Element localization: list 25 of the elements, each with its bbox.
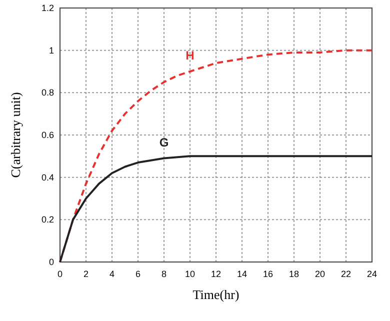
series-label: G xyxy=(159,135,169,150)
y-tick-label: 1 xyxy=(48,45,54,56)
line-series xyxy=(59,155,373,263)
x-tick-label: 20 xyxy=(314,269,326,279)
x-tick-label: 16 xyxy=(262,269,274,279)
y-tick-label: 0 xyxy=(48,257,54,267)
x-tick-label: 24 xyxy=(366,269,378,279)
x-tick-label: 8 xyxy=(161,269,167,279)
x-tick-label: 0 xyxy=(57,269,63,279)
y-tick-label: 0.4 xyxy=(41,172,54,182)
series-label: H xyxy=(186,48,194,62)
x-tick-label: 12 xyxy=(210,269,222,279)
x-axis-title: Time(hr) xyxy=(192,287,240,302)
x-tick-label: 2 xyxy=(83,269,89,279)
y-tick-label: 1.2 xyxy=(41,3,54,13)
x-tick-label: 14 xyxy=(236,269,248,279)
y-axis-title: C(arbitrary unit) xyxy=(8,92,23,178)
y-tick-label: 0.6 xyxy=(41,130,54,140)
x-tick-label: 10 xyxy=(184,269,196,279)
x-tick-label: 4 xyxy=(109,269,115,279)
x-tick-label: 6 xyxy=(135,269,141,279)
x-tick-label: 18 xyxy=(288,269,300,279)
x-tick-label: 22 xyxy=(340,269,352,279)
y-tick-label: 0.2 xyxy=(41,214,54,225)
y-tick-label: 0.8 xyxy=(41,88,54,98)
